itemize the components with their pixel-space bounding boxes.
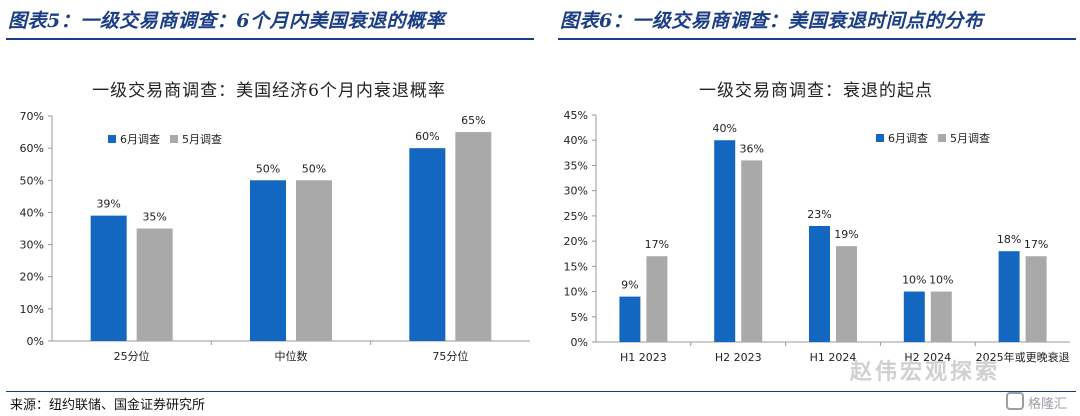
source-note: 来源：纽约联储、国金证券研究所 xyxy=(10,398,206,413)
data-label: 17% xyxy=(1024,238,1048,251)
legend-label: 6月调查 xyxy=(888,132,928,145)
data-label: 65% xyxy=(461,114,485,127)
bar xyxy=(646,256,668,342)
bar xyxy=(619,296,641,342)
legend-item: 6月调查 xyxy=(876,130,928,146)
legend-label: 5月调查 xyxy=(182,133,222,146)
x-tick-label: 2025年或更晚衰退 xyxy=(976,350,1070,364)
y-tick-label: 0% xyxy=(27,335,44,348)
bar xyxy=(90,215,127,341)
data-label: 9% xyxy=(621,279,638,292)
y-tick-label: 30% xyxy=(564,185,588,198)
legend-item: 5月调查 xyxy=(938,130,990,146)
chart-1-plot: 0% 10% 20% 30% 40% 50% 60% 70% 39% 35% 25分位 50% 50% 中… xyxy=(20,110,530,363)
data-label: 17% xyxy=(645,238,669,251)
data-label: 39% xyxy=(96,198,120,211)
y-tick-label: 0% xyxy=(571,336,588,349)
data-label: 50% xyxy=(302,162,326,175)
legend-swatch xyxy=(938,134,946,142)
title-rule xyxy=(558,38,1076,40)
bar xyxy=(836,246,857,342)
bar xyxy=(903,291,925,342)
bar xyxy=(741,160,763,342)
y-tick-label: 40% xyxy=(564,134,588,147)
chart-1-legend: 6月调查 5月调查 xyxy=(108,131,232,147)
right-panel: 图表6：一级交易商调查：美国衰退时间点的分布 一级交易商调查：衰退的起点 6月调… xyxy=(552,0,1080,392)
bar xyxy=(930,291,952,342)
data-label: 23% xyxy=(807,208,831,221)
y-tick-label: 35% xyxy=(564,159,588,172)
title-rule xyxy=(6,38,534,40)
y-tick-label: 45% xyxy=(564,109,588,122)
data-label: 10% xyxy=(929,274,953,287)
legend-label: 5月调查 xyxy=(950,132,990,145)
chart-2-legend: 6月调查 5月调查 xyxy=(876,130,1000,146)
legend-item: 5月调查 xyxy=(170,131,222,147)
data-label: 60% xyxy=(415,130,439,143)
bar xyxy=(136,228,173,341)
y-tick-label: 15% xyxy=(564,260,588,273)
y-tick-label: 5% xyxy=(571,311,588,324)
data-label: 10% xyxy=(902,274,926,287)
data-label: 35% xyxy=(142,211,166,224)
bar xyxy=(296,180,332,341)
x-tick-label: H1 2023 xyxy=(620,351,667,364)
y-tick-label: 10% xyxy=(564,286,588,299)
x-tick-label: 中位数 xyxy=(275,349,308,363)
x-tick-label: H2 2024 xyxy=(904,351,951,364)
chart-1-title: 一级交易商调查：美国经济6个月内衰退概率 xyxy=(92,81,446,101)
y-tick-label: 70% xyxy=(20,110,44,123)
legend-swatch xyxy=(876,134,884,142)
bar xyxy=(809,225,830,342)
data-label: 19% xyxy=(834,228,858,241)
logo-text: 格隆汇 xyxy=(1028,397,1068,412)
bar xyxy=(714,140,736,342)
y-tick-label: 50% xyxy=(20,174,44,187)
y-tick-label: 25% xyxy=(564,210,588,223)
legend-label: 6月调查 xyxy=(120,133,160,146)
footer-rule xyxy=(6,391,1076,392)
data-label: 18% xyxy=(997,233,1021,246)
bar xyxy=(409,148,446,341)
bar xyxy=(1025,256,1047,342)
y-tick-label: 10% xyxy=(20,303,44,316)
x-tick-label: H1 2024 xyxy=(810,351,857,364)
chart-2-title: 一级交易商调查：衰退的起点 xyxy=(699,81,933,101)
y-tick-label: 20% xyxy=(20,271,44,284)
bar xyxy=(455,132,492,341)
y-tick-label: 20% xyxy=(564,235,588,248)
y-tick-label: 40% xyxy=(20,206,44,219)
data-label: 36% xyxy=(739,142,763,155)
bar xyxy=(250,180,286,341)
data-label: 50% xyxy=(256,162,280,175)
figure-5-title: 图表5：一级交易商调查：6个月内美国衰退的概率 xyxy=(8,10,445,32)
x-tick-label: 75分位 xyxy=(432,349,468,363)
y-tick-label: 60% xyxy=(20,142,44,155)
bar xyxy=(998,251,1020,342)
legend-swatch xyxy=(108,135,116,143)
legend-item: 6月调查 xyxy=(108,131,160,147)
data-label: 40% xyxy=(712,122,736,135)
logo-icon xyxy=(1006,392,1024,410)
chart-2-plot: 0% 5% 10% 15% 20% 25% 30% 35% 40% 45% 9% 17% H1 2023… xyxy=(564,109,1070,364)
watermark: 赵伟宏观探索 xyxy=(850,360,1001,385)
figure-6-title: 图表6：一级交易商调查：美国衰退时间点的分布 xyxy=(560,10,984,32)
x-tick-label: 25分位 xyxy=(114,349,150,363)
left-panel: 图表5：一级交易商调查：6个月内美国衰退的概率 一级交易商调查：美国经济6个月内… xyxy=(0,0,538,392)
y-tick-label: 30% xyxy=(20,239,44,252)
x-tick-label: H2 2023 xyxy=(715,351,762,364)
legend-swatch xyxy=(170,135,178,143)
